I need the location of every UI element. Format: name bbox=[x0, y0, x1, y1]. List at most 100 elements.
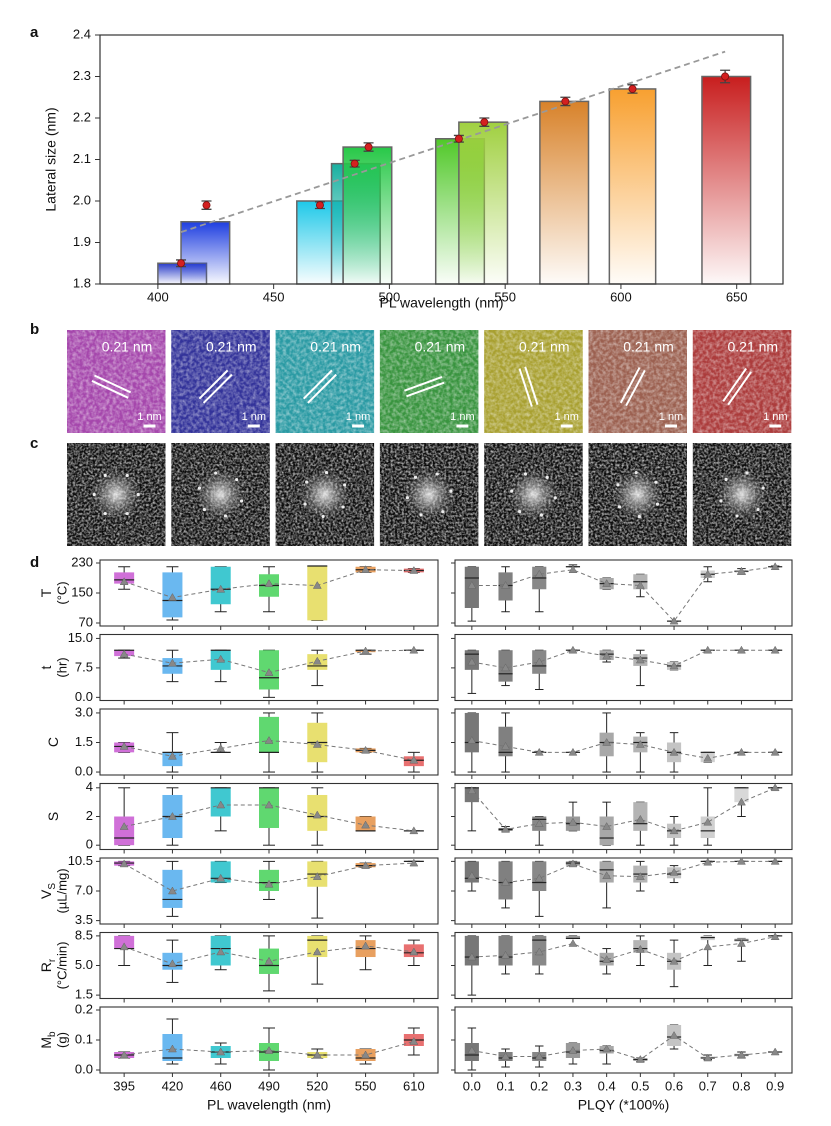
panel-label: b bbox=[30, 321, 39, 338]
mean-marker bbox=[312, 947, 322, 956]
mean-marker bbox=[770, 645, 780, 654]
tem-texture bbox=[588, 330, 687, 433]
y-axis-unit: (°C) bbox=[54, 581, 69, 604]
mean-marker bbox=[703, 645, 713, 654]
trend-line bbox=[180, 50, 726, 233]
mean-marker bbox=[602, 822, 612, 830]
mean-marker bbox=[669, 826, 679, 835]
y-axis-unit: (µL/mg) bbox=[54, 868, 69, 913]
mean-marker bbox=[409, 858, 419, 867]
scale-label: 1 nm bbox=[554, 411, 578, 423]
box bbox=[259, 716, 279, 753]
mean-line bbox=[471, 649, 776, 669]
fft-spot bbox=[214, 471, 218, 475]
fft-spot bbox=[634, 470, 638, 475]
mean-marker bbox=[216, 873, 226, 882]
fft-glow bbox=[603, 460, 672, 529]
mean-marker bbox=[409, 947, 419, 956]
fft-spot bbox=[92, 492, 96, 497]
tem-shade bbox=[171, 330, 270, 433]
y-axis-symbol: V bbox=[38, 889, 54, 899]
fft-spot bbox=[239, 499, 244, 503]
y-tick-label: 1.9 bbox=[73, 234, 91, 249]
fft-spot bbox=[449, 489, 453, 493]
mean-marker bbox=[119, 822, 129, 830]
mean-marker bbox=[167, 592, 177, 601]
mean-marker bbox=[602, 1044, 612, 1053]
x-tick-label: 0.7 bbox=[699, 1078, 717, 1093]
mean-marker bbox=[534, 873, 544, 882]
mean-marker bbox=[602, 579, 612, 587]
mean-line bbox=[471, 1034, 776, 1061]
mean-marker bbox=[216, 1047, 226, 1056]
box bbox=[114, 816, 135, 846]
fft-spot bbox=[545, 475, 549, 479]
mean-marker bbox=[737, 645, 746, 654]
fft-spot bbox=[103, 511, 107, 516]
mean-marker bbox=[669, 747, 679, 756]
y-tick-label: 2.4 bbox=[73, 26, 91, 41]
x-tick-label: 0.4 bbox=[598, 1078, 616, 1093]
mean-marker bbox=[534, 569, 544, 578]
tem-texture bbox=[484, 330, 583, 433]
data-point bbox=[177, 259, 186, 268]
mean-marker bbox=[264, 879, 274, 888]
mean-marker bbox=[635, 580, 645, 589]
fft-spot bbox=[616, 483, 620, 487]
box bbox=[464, 787, 479, 803]
mean-marker bbox=[568, 817, 578, 826]
fft-spot bbox=[405, 496, 409, 500]
bar bbox=[458, 121, 509, 285]
y-tick-label: 2.0 bbox=[73, 192, 91, 207]
y-tick-label: 8.5 bbox=[75, 927, 93, 942]
tem-shade bbox=[67, 330, 166, 433]
lattice-marker bbox=[406, 381, 445, 398]
panel-label: c bbox=[30, 435, 38, 452]
mean-marker bbox=[119, 1050, 129, 1059]
mean-marker bbox=[119, 859, 129, 868]
mean-line bbox=[471, 566, 776, 622]
fft-spot bbox=[223, 514, 228, 518]
box bbox=[498, 935, 513, 966]
mean-marker bbox=[635, 944, 645, 953]
fft-spot bbox=[125, 511, 129, 516]
tem-shade bbox=[692, 330, 792, 433]
mean-marker bbox=[770, 562, 780, 570]
fft-glow bbox=[708, 460, 777, 529]
fft-spot bbox=[518, 510, 522, 514]
y-tick-label: 7.5 bbox=[75, 659, 93, 674]
lattice-marker bbox=[404, 376, 443, 392]
y-axis-label: C bbox=[45, 737, 61, 747]
mean-marker bbox=[501, 950, 510, 959]
panel-label: d bbox=[30, 554, 39, 571]
mean-marker bbox=[312, 810, 322, 819]
mean-marker bbox=[737, 566, 746, 575]
mean-marker bbox=[312, 1050, 322, 1059]
fft-glow bbox=[499, 460, 568, 529]
mean-marker bbox=[534, 747, 544, 756]
mean-marker bbox=[264, 800, 274, 809]
fft-spot bbox=[724, 477, 728, 482]
mean-marker bbox=[635, 814, 645, 823]
y-axis-label: T bbox=[38, 588, 54, 597]
mean-marker bbox=[167, 658, 177, 667]
fft-spot bbox=[655, 502, 660, 506]
mean-marker bbox=[467, 871, 477, 880]
mean-marker bbox=[312, 656, 322, 665]
mean-marker bbox=[737, 938, 746, 947]
lattice-marker bbox=[94, 374, 132, 394]
x-tick-label: 400 bbox=[147, 289, 169, 304]
mean-marker bbox=[409, 755, 419, 764]
fft-spot bbox=[523, 472, 528, 476]
x-tick-label: 0.6 bbox=[665, 1078, 683, 1093]
data-point bbox=[202, 201, 211, 210]
y-tick-label: 0.2 bbox=[75, 1001, 93, 1016]
y-tick-label: 150 bbox=[71, 584, 93, 599]
y-tick-label: 230 bbox=[71, 554, 93, 569]
mean-marker bbox=[264, 1045, 274, 1054]
y-axis-symbol: S bbox=[45, 812, 61, 821]
fft-spot bbox=[553, 496, 557, 500]
mean-marker bbox=[568, 645, 578, 654]
box bbox=[210, 861, 231, 883]
mean-marker bbox=[568, 938, 578, 947]
